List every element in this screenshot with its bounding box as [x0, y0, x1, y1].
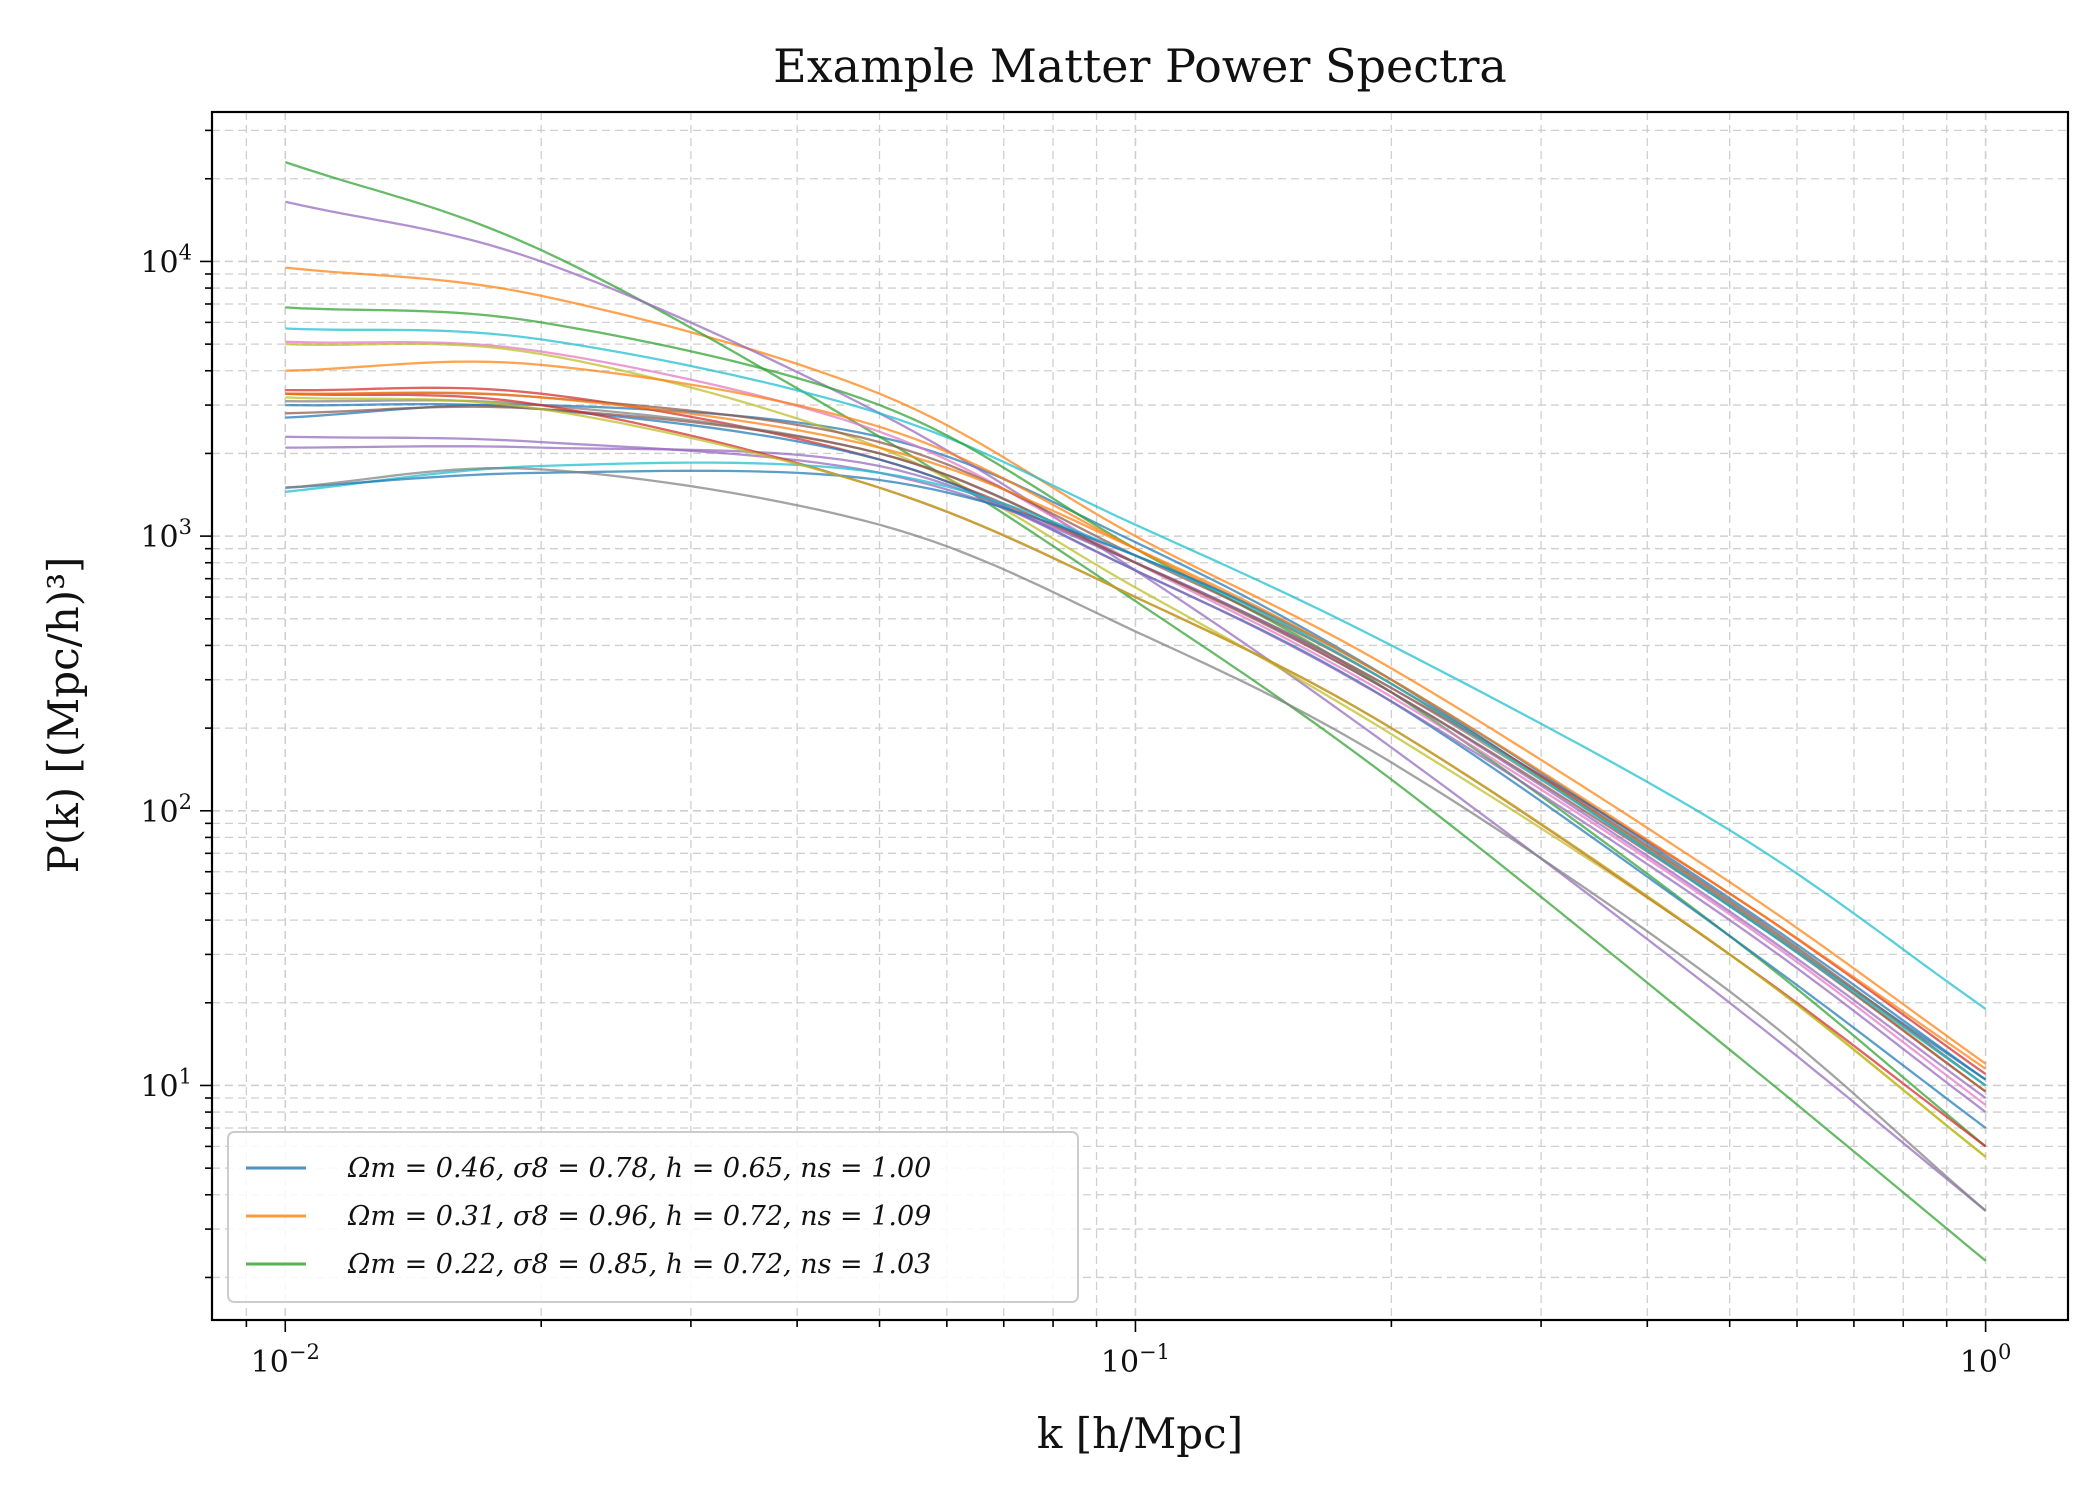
series-line-15 [285, 445, 1987, 1114]
series-line-21 [285, 396, 1987, 1158]
series-line-22 [285, 391, 1987, 1070]
y-tick-label: 103 [140, 515, 192, 555]
plot-series [284, 161, 1987, 1262]
axis-ticks: 10−2 10−1 100 101 102 103 104 [140, 129, 2012, 1380]
x-tick-label: 10−2 [251, 1340, 320, 1380]
chart-title: Example Matter Power Spectra [773, 39, 1507, 93]
y-tick-label: 102 [140, 790, 192, 830]
grid [212, 112, 2068, 1320]
plot-frame [210, 110, 2070, 1322]
x-tick-label: 10−1 [1101, 1340, 1170, 1380]
y-tick-label: 101 [140, 1064, 192, 1104]
x-axis-label: k [h/Mpc] [1037, 1409, 1243, 1458]
x-tick-label: 100 [1960, 1340, 2012, 1380]
series-line-19 [285, 469, 1987, 1081]
legend-box [227, 1131, 1079, 1303]
legend-label: Ωm = 0.22, σ8 = 0.85, h = 0.72, ns = 1.0… [347, 1249, 931, 1280]
series-line-20 [285, 466, 1987, 1212]
y-tick-label: 104 [140, 240, 192, 280]
legend: Ωm = 0.46, σ8 = 0.78, h = 0.65, ns = 1.0… [227, 1131, 1079, 1303]
series-line-2 [285, 266, 1987, 1065]
series-line-3 [284, 161, 1987, 1262]
series-line-5 [285, 327, 1987, 1010]
y-axis-label: P(k) [(Mpc/h)³] [39, 557, 88, 874]
legend-label: Ωm = 0.31, σ8 = 0.96, h = 0.72, ns = 1.0… [347, 1201, 931, 1232]
legend-label: Ωm = 0.46, σ8 = 0.78, h = 0.65, ns = 1.0… [347, 1153, 931, 1184]
